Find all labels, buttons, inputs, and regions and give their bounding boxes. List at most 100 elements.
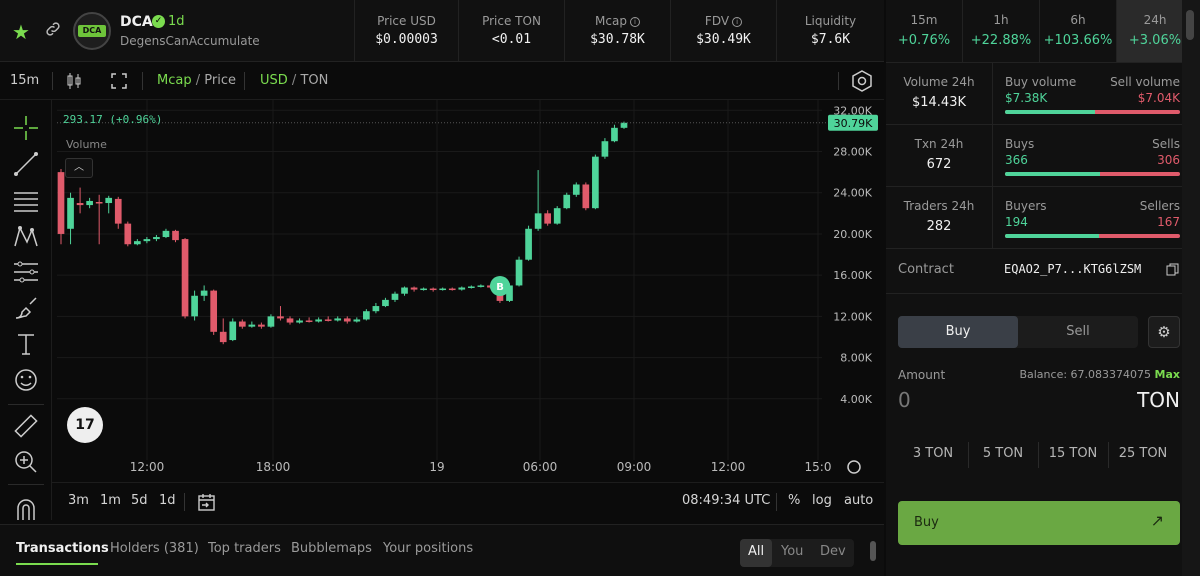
buys-label: Buys bbox=[1005, 137, 1035, 151]
divider bbox=[886, 248, 1182, 249]
tab-transactions[interactable]: Transactions bbox=[16, 541, 109, 556]
filter-you[interactable]: You bbox=[781, 544, 804, 559]
candle-body bbox=[162, 230, 170, 238]
quick-25-ton[interactable]: 25 TON bbox=[1118, 446, 1168, 461]
candle-body bbox=[133, 241, 141, 245]
log-toggle[interactable]: log bbox=[812, 493, 832, 508]
magnet-icon[interactable] bbox=[12, 496, 40, 524]
tab-top-traders[interactable]: Top traders bbox=[208, 541, 281, 556]
divider bbox=[1038, 442, 1039, 468]
candle-body bbox=[429, 288, 437, 291]
candle-body bbox=[76, 203, 84, 206]
y-tick-label: 8.00K bbox=[840, 352, 872, 365]
sell-tab[interactable]: Sell bbox=[1066, 324, 1090, 339]
range-1d[interactable]: 1d bbox=[159, 493, 176, 508]
traders-ratio-bar bbox=[1005, 234, 1180, 238]
chevron-up-icon[interactable]: ︿ bbox=[65, 158, 93, 178]
text-icon[interactable] bbox=[12, 330, 40, 358]
candle-body bbox=[553, 208, 561, 224]
candle-body bbox=[391, 293, 399, 300]
divider bbox=[886, 293, 1182, 294]
crosshair-icon[interactable] bbox=[12, 114, 40, 142]
sells-value: 306 bbox=[1157, 153, 1180, 167]
interval-select[interactable]: 15m bbox=[10, 73, 40, 88]
candles-icon[interactable] bbox=[64, 71, 84, 91]
quick-15-ton[interactable]: 15 TON bbox=[1048, 446, 1098, 461]
pattern-icon[interactable] bbox=[12, 222, 40, 250]
tab-your-positions[interactable]: Your positions bbox=[383, 541, 474, 556]
tf-6h[interactable]: 6h +103.66% bbox=[1040, 0, 1117, 62]
candle-body bbox=[515, 259, 523, 286]
percent-toggle[interactable]: % bbox=[788, 493, 801, 508]
candle-body bbox=[410, 287, 418, 290]
check-badge-icon: ✓ bbox=[152, 15, 165, 28]
token-symbol: DCA bbox=[120, 14, 153, 30]
tab-holders[interactable]: Holders (381) bbox=[110, 541, 199, 556]
price-chart[interactable]: 4.00K 8.00K 12.00K 16.00K 20.00K 24.00K 28.00K… bbox=[52, 100, 884, 520]
mcap-price-toggle[interactable]: Mcap / Price bbox=[157, 73, 236, 88]
data-tabs: Transactions Holders (381) Top traders B… bbox=[0, 524, 884, 576]
quick-5-ton[interactable]: 5 TON bbox=[982, 446, 1024, 461]
amount-label: Amount bbox=[898, 368, 946, 382]
buy-tab[interactable]: Buy bbox=[898, 316, 1018, 348]
candlestick-chart[interactable]: 4.00K 8.00K 12.00K 16.00K 20.00K 24.00K 28.00K… bbox=[52, 100, 884, 482]
range-1m[interactable]: 1m bbox=[100, 493, 121, 508]
info-icon[interactable]: i bbox=[732, 17, 743, 27]
fullscreen-icon[interactable] bbox=[110, 72, 128, 90]
quick-3-ton[interactable]: 3 TON bbox=[912, 446, 954, 461]
volume-24h: Volume 24h $14.43K bbox=[903, 75, 975, 110]
divider bbox=[992, 62, 993, 248]
auto-toggle[interactable]: auto bbox=[844, 493, 874, 508]
chart-toolbar: 15m Mcap / Price USD / TON bbox=[0, 62, 884, 100]
candle-body bbox=[544, 213, 552, 224]
sell-volume-value: $7.04K bbox=[1137, 91, 1180, 105]
trend-line-icon[interactable] bbox=[12, 150, 40, 178]
horizontal-lines-icon[interactable] bbox=[12, 186, 40, 214]
contract-address[interactable]: EQAO2_P7...KTG6lZSM bbox=[1004, 262, 1142, 276]
settings-hex-icon[interactable] bbox=[851, 70, 873, 92]
fib-icon[interactable] bbox=[12, 258, 40, 286]
volume-label: Volume bbox=[66, 138, 107, 151]
traders-24h: Traders 24h 282 bbox=[903, 199, 975, 234]
x-tick-label: 12:00 bbox=[711, 460, 746, 474]
candle-body bbox=[296, 320, 303, 323]
candle-body bbox=[401, 287, 408, 294]
token-name: DegensCanAccumulate bbox=[120, 34, 260, 48]
gear-icon[interactable]: ⚙ bbox=[1148, 316, 1180, 348]
tf-1h[interactable]: 1h +22.88% bbox=[963, 0, 1040, 62]
tradingview-logo: 17 bbox=[67, 407, 103, 443]
calendar-range-icon[interactable] bbox=[196, 491, 218, 513]
range-3m[interactable]: 3m bbox=[68, 493, 89, 508]
zoom-in-icon[interactable] bbox=[12, 448, 40, 476]
brush-icon[interactable] bbox=[12, 294, 40, 322]
buy-submit-button[interactable]: Buy ↗ bbox=[898, 501, 1180, 545]
scroll-handle[interactable] bbox=[870, 541, 876, 561]
ruler-icon[interactable] bbox=[12, 412, 40, 440]
buyers-label: Buyers bbox=[1005, 199, 1047, 213]
tf-15m[interactable]: 15m +0.76% bbox=[886, 0, 963, 62]
scrollbar[interactable] bbox=[1182, 0, 1200, 576]
link-icon[interactable] bbox=[44, 20, 62, 38]
filter-all[interactable]: All bbox=[748, 544, 765, 559]
candle-body bbox=[334, 318, 342, 321]
copy-icon[interactable] bbox=[1166, 263, 1179, 276]
info-icon[interactable]: i bbox=[629, 17, 640, 27]
star-icon[interactable]: ★ bbox=[12, 20, 30, 44]
emoji-icon[interactable] bbox=[12, 366, 40, 394]
utc-clock[interactable]: 08:49:34 UTC bbox=[682, 493, 771, 508]
amount-input[interactable]: 0 bbox=[898, 388, 911, 412]
y-tick-label: 20.00K bbox=[833, 228, 872, 241]
trade-marker-label: B bbox=[496, 282, 504, 293]
candle-body bbox=[363, 311, 370, 320]
candle-body bbox=[324, 319, 332, 321]
candle-body bbox=[353, 319, 361, 322]
max-button[interactable]: Max bbox=[1154, 368, 1180, 381]
range-5d[interactable]: 5d bbox=[131, 493, 148, 508]
tf-24h[interactable]: 24h +3.06% bbox=[1117, 0, 1194, 62]
currency-toggle[interactable]: USD / TON bbox=[260, 73, 329, 88]
tab-bubblemaps[interactable]: Bubblemaps bbox=[291, 541, 372, 556]
buyers-value: 194 bbox=[1005, 215, 1028, 229]
x-tick-label: 15:0 bbox=[805, 460, 832, 474]
filter-dev[interactable]: Dev bbox=[820, 544, 846, 559]
scrollbar-thumb[interactable] bbox=[1186, 10, 1194, 40]
